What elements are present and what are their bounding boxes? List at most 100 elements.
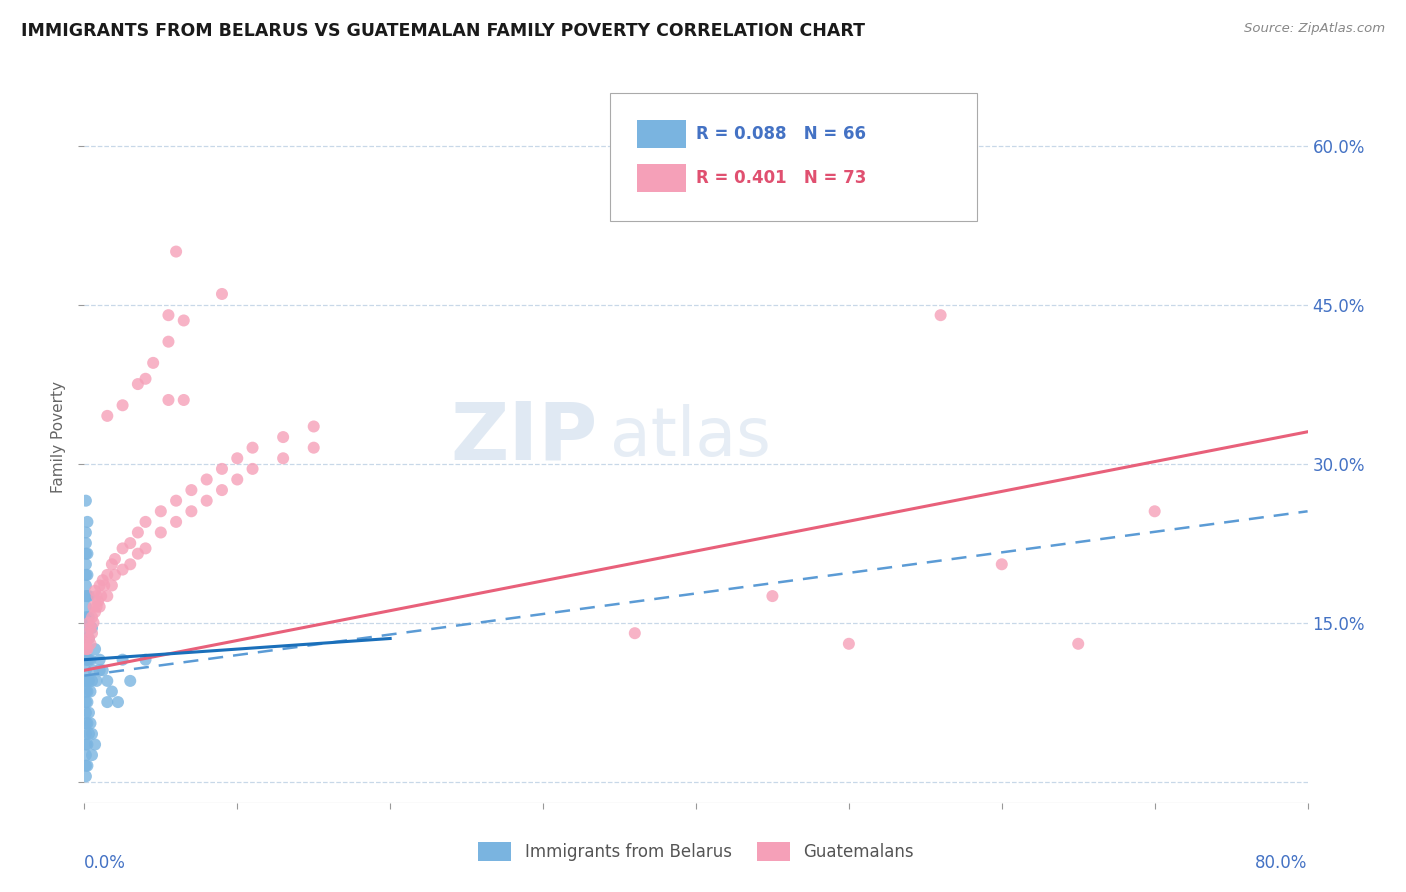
Text: R = 0.088   N = 66: R = 0.088 N = 66 [696,125,866,144]
Point [76,758,98,772]
Point [80,748,103,763]
Point [302,441,325,455]
Point [84,738,107,752]
Point [79,637,101,651]
Point [77,706,100,720]
Point [242,462,264,476]
Y-axis label: Family Poverty: Family Poverty [51,381,66,493]
Point [111,398,134,412]
Point [77,673,100,688]
Point [83,663,105,677]
Point [127,377,149,392]
Point [77,610,100,624]
Point [624,626,647,640]
Point [211,483,233,497]
Point [75,621,97,635]
Point [96,409,118,423]
Point [111,563,134,577]
FancyBboxPatch shape [637,120,686,148]
Legend: Immigrants from Belarus, Guatemalans: Immigrants from Belarus, Guatemalans [471,835,921,868]
Point [165,515,187,529]
Point [76,684,98,698]
Point [76,626,98,640]
Point [75,727,97,741]
Point [76,653,98,667]
Point [79,684,101,698]
Point [96,589,118,603]
Point [127,525,149,540]
Point [107,695,129,709]
Point [91,663,114,677]
Point [111,653,134,667]
Point [75,536,97,550]
Point [76,695,98,709]
Point [173,392,195,407]
Point [302,419,325,434]
Point [79,653,101,667]
Point [75,610,97,624]
Text: 0.0%: 0.0% [84,854,127,872]
Point [761,589,783,603]
Point [149,504,172,518]
Point [75,653,97,667]
Point [101,578,124,592]
Point [120,536,142,550]
Point [76,589,98,603]
Point [83,599,105,614]
Point [271,451,294,466]
Point [135,653,157,667]
Point [1143,504,1166,518]
Point [75,578,97,592]
Point [165,244,187,259]
Point [157,308,180,322]
Point [76,673,98,688]
Point [75,706,97,720]
Point [173,313,195,327]
Text: IMMIGRANTS FROM BELARUS VS GUATEMALAN FAMILY POVERTY CORRELATION CHART: IMMIGRANTS FROM BELARUS VS GUATEMALAN FA… [21,22,865,40]
Point [76,515,98,529]
Point [76,547,98,561]
Point [127,547,149,561]
Point [165,493,187,508]
Point [76,610,98,624]
Point [226,473,249,487]
Point [75,663,97,677]
Point [77,615,100,630]
Point [80,673,103,688]
Point [111,541,134,556]
Text: ZIP: ZIP [451,398,598,476]
Point [75,525,97,540]
Point [86,589,108,603]
Point [75,642,97,657]
Point [84,605,107,619]
Point [76,632,98,646]
Point [89,653,111,667]
Point [75,738,97,752]
Point [90,589,112,603]
Point [75,637,97,651]
Point [87,594,110,608]
Point [75,695,97,709]
Point [135,541,157,556]
Point [75,589,97,603]
Point [75,632,97,646]
Point [77,727,100,741]
Point [80,626,103,640]
Point [96,673,118,688]
Point [75,599,97,614]
Point [104,552,127,566]
Point [180,483,202,497]
Text: atlas: atlas [610,404,772,470]
Point [195,493,218,508]
Point [89,599,111,614]
Point [991,558,1014,572]
Point [86,599,108,614]
Point [75,758,97,772]
Text: R = 0.401   N = 73: R = 0.401 N = 73 [696,169,866,187]
Point [157,392,180,407]
Point [76,716,98,731]
Text: 80.0%: 80.0% [1256,854,1308,872]
Point [157,334,180,349]
Point [79,716,101,731]
Point [1067,637,1090,651]
